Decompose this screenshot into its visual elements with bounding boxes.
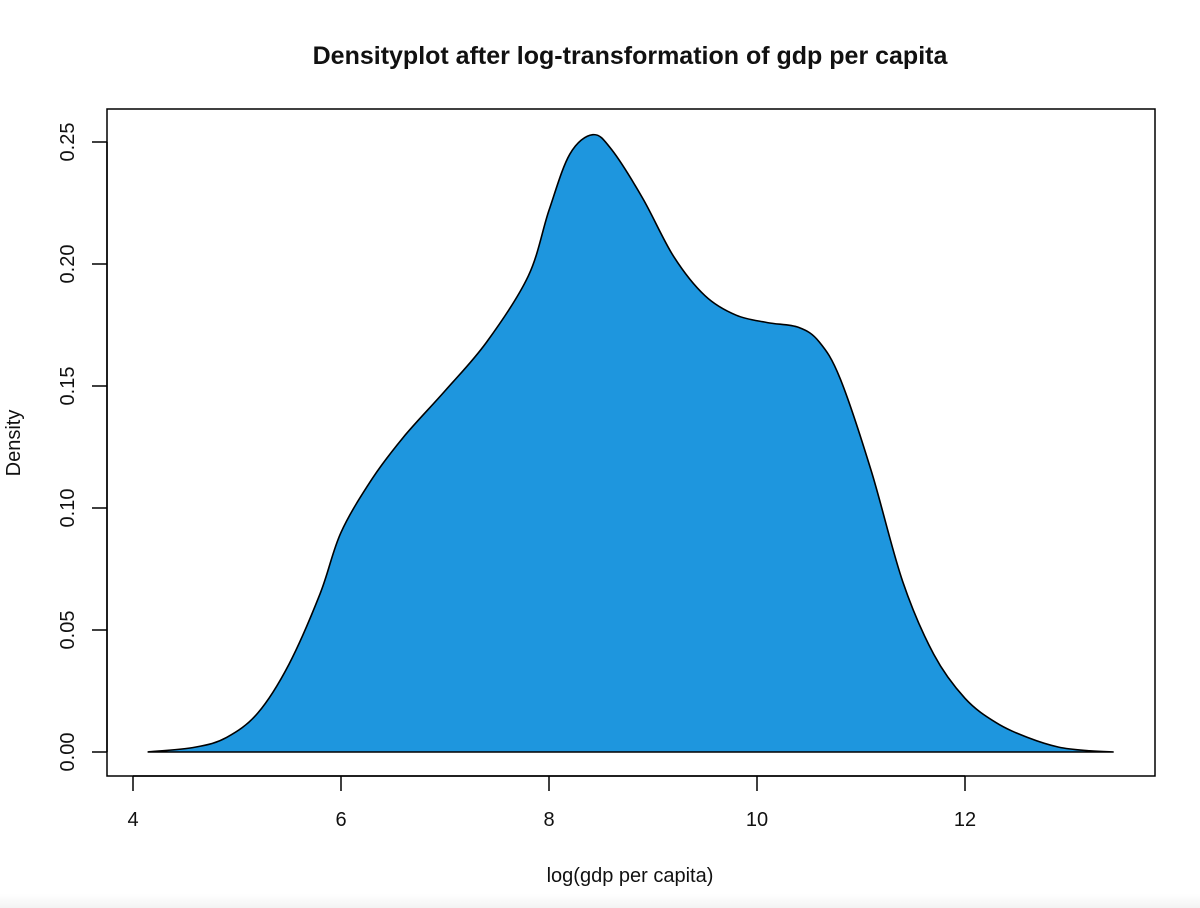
x-tick-label: 12 bbox=[954, 809, 976, 831]
x-tick-label: 8 bbox=[543, 809, 554, 831]
density-area bbox=[147, 134, 1114, 752]
y-tick-label: 0.20 bbox=[57, 245, 79, 284]
x-tick-label: 4 bbox=[127, 809, 138, 831]
x-axis: 4 6 8 10 12 bbox=[127, 775, 976, 831]
x-tick-label: 6 bbox=[335, 809, 346, 831]
y-tick-label: 0.25 bbox=[57, 123, 79, 162]
y-tick-label: 0.15 bbox=[57, 367, 79, 406]
chart-title: Densityplot after log-transformation of … bbox=[313, 42, 949, 70]
plot-area bbox=[106, 108, 1156, 777]
y-tick-label: 0.05 bbox=[57, 611, 79, 650]
x-axis-label: log(gdp per capita) bbox=[547, 865, 714, 887]
y-axis: 0.00 0.05 0.10 0.15 0.20 0.25 bbox=[57, 123, 108, 772]
x-tick-label: 10 bbox=[746, 809, 768, 831]
y-tick-label: 0.10 bbox=[57, 489, 79, 528]
density-curve bbox=[147, 133, 1114, 753]
window-bottom-edge bbox=[0, 894, 1200, 908]
y-tick-label: 0.00 bbox=[57, 733, 79, 772]
y-axis-label: Density bbox=[3, 410, 25, 477]
